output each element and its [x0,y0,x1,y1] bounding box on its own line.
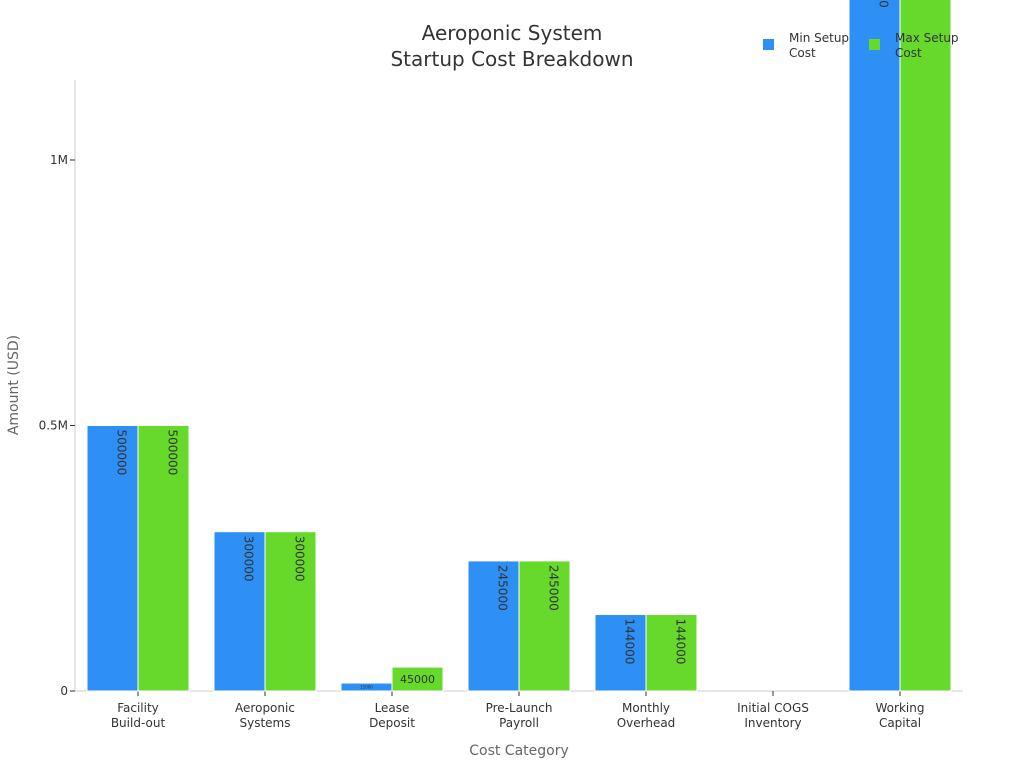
y-tick-label: 0.5M [39,419,68,433]
x-tick-label: Deposit [369,716,415,730]
bar[interactable] [594,614,647,692]
x-tick-label: Aeroponic [235,701,295,715]
data-label: 300000 [293,536,307,582]
data-label: 15000 [360,685,373,690]
x-tick-label: Payroll [499,716,539,730]
bar[interactable] [518,560,571,692]
legend-swatch [869,39,880,50]
data-label: 245000 [547,565,561,611]
bar[interactable] [86,425,139,692]
chart-title: Aeroponic System [422,21,603,45]
x-tick-label: Initial COGS [737,701,809,715]
bar[interactable] [645,614,698,692]
data-label: 500000 [166,430,180,476]
x-tick-label: Systems [240,716,291,730]
legend-label: Min Setup [789,31,849,45]
data-label: 500000 [115,430,129,476]
data-label: 144000 [623,619,637,665]
x-tick-label: Overhead [617,716,676,730]
x-tick-label: Inventory [744,716,801,730]
bar[interactable] [391,666,444,692]
data-label: 45000 [400,673,435,686]
y-tick-label: 1M [50,153,68,167]
bar[interactable] [137,425,190,692]
legend-label: Cost [895,46,922,60]
data-label: 1395000 [877,0,891,8]
bar[interactable] [213,531,266,692]
bar[interactable] [264,531,317,692]
data-label: 300000 [242,536,256,582]
bar[interactable] [899,0,952,692]
x-tick-label: Pre-Launch [486,701,553,715]
legend-label: Cost [789,46,816,60]
x-axis-label: Cost Category [469,743,569,759]
y-axis-label: Amount (USD) [6,335,22,435]
x-tick-label: Working [876,701,925,715]
legend-label: Max Setup [895,31,959,45]
x-tick-label: Capital [879,716,921,730]
x-tick-label: Build-out [111,716,166,730]
data-label: 245000 [496,565,510,611]
x-tick-label: Monthly [622,701,670,715]
x-tick-label: Lease [375,701,410,715]
bar[interactable] [848,0,901,692]
chart-title: Startup Cost Breakdown [390,47,633,71]
x-tick-label: Facility [117,701,159,715]
legend-swatch [763,39,774,50]
bar[interactable] [467,560,520,692]
y-tick-label: 0 [60,684,68,698]
data-label: 144000 [674,619,688,665]
